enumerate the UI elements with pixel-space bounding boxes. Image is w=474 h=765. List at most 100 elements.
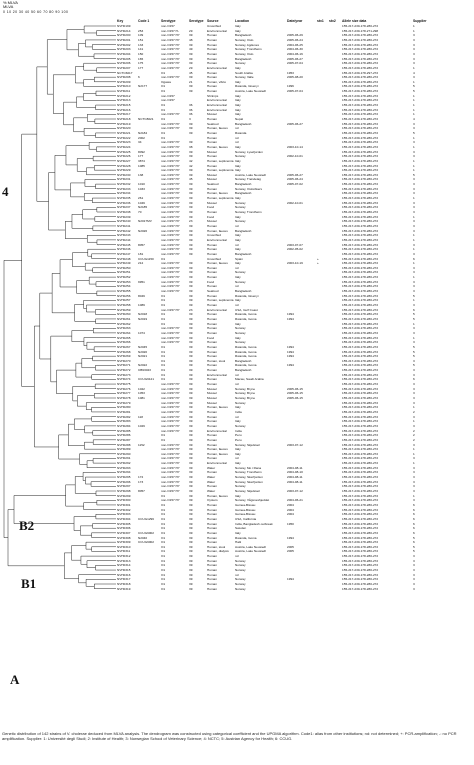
table-cell: 3 xyxy=(413,200,415,205)
table-cell: 1994 xyxy=(287,349,294,354)
table-cell: 155-217-230-178-280-272 xyxy=(342,475,379,480)
table-cell: Bangladesh xyxy=(235,33,252,38)
table-cell: 39 xyxy=(189,223,193,228)
table-cell: Human xyxy=(207,70,217,75)
table-row: NVH0214 253 non-O157:H- 29 Environmental Ital… xyxy=(117,29,467,33)
table-cell: Italy xyxy=(235,98,241,103)
table-cell: 151 xyxy=(138,37,144,42)
table-cell: 155-217-230-178-280-272 xyxy=(342,461,379,466)
column-header: Location xyxy=(235,19,250,23)
table-row: NVH0210 N2177 O1 39 Human Rwanda, Gisenyi 1996… xyxy=(117,84,467,88)
table-cell: 39 xyxy=(189,149,193,154)
table-cell: 155-217-230-178-280-272 xyxy=(342,451,379,456)
table-row: NVH0303 O1 39 Human Guinea-Bissau 2004 155-217… xyxy=(117,512,467,516)
table-row: NVH0297 non-O157:H7 39 Human Norway 155-217-2… xyxy=(117,484,467,488)
table-cell: 155-217-230-178-280-272 xyxy=(342,65,379,70)
table-cell: 3 xyxy=(413,242,415,247)
table-row: NVH0252 non-O157:H7 39 Human Italy 155-217-23… xyxy=(117,275,467,279)
table-cell: 1 xyxy=(413,447,415,452)
table-cell: N2020 xyxy=(138,349,148,354)
table-cell: non-O157:H7 xyxy=(161,205,180,210)
table-cell: Austria, Lake Neusiedl xyxy=(235,544,266,549)
table-cell: 2004-06-21 xyxy=(287,498,303,503)
table-cell: O1 xyxy=(161,256,166,261)
table-row: NVH0301 O1 39 Human Guinea-Bissau 2004 155-217… xyxy=(117,503,467,507)
table-cell: Rwanda, Goma xyxy=(235,316,257,321)
table-cell: 155-217-230-178-280-272 xyxy=(342,265,379,270)
table-cell: 3 xyxy=(413,465,415,470)
table-row: NVH0290 non-O157:H7 39 Human, faeces Italy 15… xyxy=(117,452,467,456)
table-cell: 3 xyxy=(413,577,415,582)
table-cell: 2002-10-01 xyxy=(287,200,303,205)
table-cell: 1996 xyxy=(287,84,294,89)
table-cell: non-O157:H7 xyxy=(161,498,180,503)
table-cell: Norway, Bryne xyxy=(235,386,256,391)
table-cell: O1 xyxy=(161,516,166,521)
table-cell: NVH0214 xyxy=(117,28,131,33)
table-cell: Human, faeces xyxy=(207,447,228,452)
table-row: NVH0248 CCUG1150 O1 Unverified Spain +155-217… xyxy=(117,257,467,261)
table-cell: 3 xyxy=(413,330,415,335)
table-cell: 1994 xyxy=(287,344,294,349)
table-cell: NVH0260 xyxy=(117,312,131,317)
table-cell: 5 xyxy=(413,84,415,89)
table-cell: 155-217-230-178-280-272 xyxy=(342,284,379,289)
table-cell: NVH0302 xyxy=(117,507,131,512)
table-cell: Human xyxy=(207,51,217,56)
table-cell: Human xyxy=(207,377,217,382)
table-row: NVH0285 non-O157:H7 39 Environmental India 15… xyxy=(117,429,467,433)
table-cell: O1 xyxy=(161,70,166,75)
table-cell: Food xyxy=(207,214,215,219)
table-cell: Human xyxy=(207,330,217,335)
table-cell: O1 xyxy=(161,293,166,298)
table-cell: NVH0199 xyxy=(117,24,131,28)
table-cell: Italy xyxy=(235,112,241,117)
table-cell: 155-217-230-178-280-272 xyxy=(342,405,379,410)
table-cell: 2004-06-25 xyxy=(287,42,303,47)
table-cell: NVH0278 xyxy=(117,396,131,400)
table-cell: NVH0307 xyxy=(117,530,131,535)
table-cell: Norway, Trøndelag xyxy=(235,177,261,182)
table-cell: non-O157:H7 xyxy=(161,144,180,149)
table-row: NVH0207 177 non-O157:H7 29 Environmental Ital… xyxy=(117,66,467,70)
table-cell: Human xyxy=(207,484,217,489)
table-cell: Human xyxy=(207,507,217,512)
table-cell: 2004 xyxy=(287,512,294,517)
table-cell: 39 xyxy=(189,316,193,321)
table-row: NVH0266 non-O157:H7 39 Human Norway 155-217-2… xyxy=(117,340,467,344)
table-row: NVH0268 N2020 O1 39 Human Rwanda, Goma 1994 155… xyxy=(117,350,467,354)
table-cell: Bangladesh xyxy=(235,368,252,373)
column-header: Key xyxy=(117,19,124,23)
table-cell: 39 xyxy=(189,51,193,56)
table-cell: Italy xyxy=(235,24,241,28)
table-cell: 1089 xyxy=(138,303,145,307)
table-cell: 39 xyxy=(189,61,193,66)
table-cell: Human xyxy=(207,554,217,559)
table-cell: NVH0299 xyxy=(117,493,131,498)
table-cell: 39 xyxy=(189,377,193,382)
table-cell: 3 xyxy=(413,396,415,400)
table-cell: Oysters xyxy=(207,498,218,503)
table-cell: Norway xyxy=(235,423,246,428)
table-cell: N2045 xyxy=(138,344,148,349)
table-row: NVH0246 non-O157:H7 39 Human Italy 2002-05-02… xyxy=(117,247,467,251)
table-cell: non-O157:H7 xyxy=(161,386,180,391)
table-cell: O1 xyxy=(161,535,166,540)
table-cell: 2002-05-02 xyxy=(287,247,303,252)
table-row: NVH0270 O1 39 Human, stool Bangladesh 155-217… xyxy=(117,359,467,363)
table-cell: 1 xyxy=(413,65,415,70)
table-cell: NVH0246 xyxy=(117,247,131,252)
table-cell: 3 xyxy=(413,228,415,233)
table-cell: 5 xyxy=(413,172,415,177)
table-cell: Norway xyxy=(235,582,246,586)
table-cell: 165 xyxy=(138,56,144,61)
table-cell: 155-217-230-178-280-272 xyxy=(342,419,379,424)
table-cell: Spain xyxy=(235,256,243,261)
table-row: NVH0318 O1 39 Human Norway 155-217-230-178-28… xyxy=(117,582,467,586)
table-cell: Norway xyxy=(235,563,246,568)
table-cell: 39 xyxy=(189,191,193,196)
table-cell: non-O157:H7 xyxy=(161,237,180,242)
table-cell: Norway xyxy=(235,219,246,224)
table-cell: Ogawa xyxy=(161,79,171,84)
